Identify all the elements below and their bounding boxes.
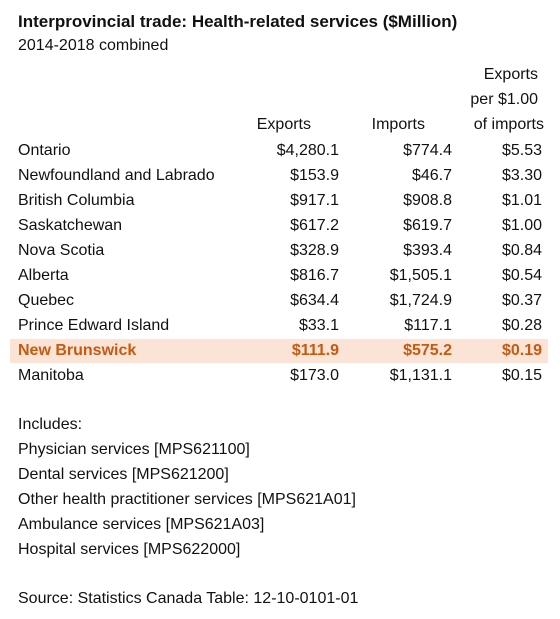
includes-item: Ambulance services [MPS621A03] [18, 516, 265, 533]
includes-item: Hospital services [MPS622000] [18, 541, 241, 558]
source-note: Source: Statistics Canada Table: 12-10-0… [18, 590, 359, 607]
ratio-cell: $3.30 [501, 167, 542, 184]
imports-cell: $117.1 [404, 317, 452, 334]
exports-cell: $816.7 [290, 267, 339, 284]
table-row: Newfoundland and Labrado $153.9 $46.7 $3.30 [10, 164, 548, 188]
exports-cell: $33.1 [298, 317, 339, 334]
ratio-cell: $5.53 [501, 142, 542, 159]
exports-cell: $111.9 [291, 342, 339, 359]
header-ratio-line1: Exports [483, 66, 538, 83]
imports-cell: $619.7 [403, 217, 452, 234]
ratio-cell: $1.00 [501, 217, 542, 234]
province-cell: Newfoundland and Labrado [18, 167, 215, 184]
table-row: Saskatchewan $617.2 $619.7 $1.00 [10, 214, 548, 238]
imports-cell: $575.2 [403, 342, 452, 359]
ratio-cell: $0.84 [501, 242, 542, 259]
province-cell: New Brunswick [18, 342, 137, 359]
ratio-cell: $0.54 [501, 267, 542, 284]
province-cell: Nova Scotia [18, 242, 105, 259]
province-cell: Ontario [18, 142, 71, 159]
exports-cell: $328.9 [290, 242, 339, 259]
header-imports: Imports [371, 116, 425, 133]
imports-cell: $908.8 [403, 192, 452, 209]
table-row: Quebec $634.4 $1,724.9 $0.37 [10, 289, 548, 313]
province-cell: Manitoba [18, 367, 84, 384]
imports-cell: $774.4 [403, 142, 452, 159]
exports-cell: $4,280.1 [276, 142, 339, 159]
province-cell: Saskatchewan [18, 217, 123, 234]
exports-cell: $634.4 [290, 292, 339, 309]
imports-cell: $1,505.1 [389, 267, 452, 284]
ratio-cell: $1.01 [501, 192, 542, 209]
includes-item: Dental services [MPS621200] [18, 466, 229, 483]
table-row-highlighted: New Brunswick $111.9 $575.2 $0.19 [10, 339, 548, 363]
province-cell: Quebec [18, 292, 75, 309]
table-row: Prince Edward Island $33.1 $117.1 $0.28 [10, 314, 548, 338]
province-cell: Alberta [18, 267, 69, 284]
table-row: British Columbia $917.1 $908.8 $1.01 [10, 189, 548, 213]
table-row: Manitoba $173.0 $1,131.1 $0.15 [10, 364, 548, 388]
exports-cell: $617.2 [290, 217, 339, 234]
ratio-cell: $0.19 [501, 342, 542, 359]
includes-item: Other health practitioner services [MPS6… [18, 491, 356, 508]
table-row: Ontario $4,280.1 $774.4 $5.53 [10, 139, 548, 163]
ratio-cell: $0.28 [501, 317, 542, 334]
includes-heading: Includes: [18, 416, 83, 433]
header-exports: Exports [256, 116, 311, 133]
province-cell: Prince Edward Island [18, 317, 170, 334]
imports-cell: $46.7 [411, 167, 452, 184]
header-ratio-line2: per $1.00 [470, 91, 538, 108]
header-ratio-line3: of imports [473, 116, 544, 133]
exports-cell: $153.9 [290, 167, 339, 184]
ratio-cell: $0.15 [501, 367, 542, 384]
table-subtitle: 2014-2018 combined [18, 37, 169, 54]
exports-cell: $917.1 [290, 192, 339, 209]
table-row: Alberta $816.7 $1,505.1 $0.54 [10, 264, 548, 288]
imports-cell: $1,724.9 [389, 292, 452, 309]
imports-cell: $393.4 [403, 242, 452, 259]
includes-list: Includes: Physician services [MPS621100]… [18, 415, 356, 565]
province-cell: British Columbia [18, 192, 135, 209]
table-row: Nova Scotia $328.9 $393.4 $0.84 [10, 239, 548, 263]
imports-cell: $1,131.1 [389, 367, 452, 384]
includes-item: Physician services [MPS621100] [18, 441, 250, 458]
table-title: Interprovincial trade: Health-related se… [18, 12, 458, 31]
exports-cell: $173.0 [290, 367, 339, 384]
ratio-cell: $0.37 [501, 292, 542, 309]
